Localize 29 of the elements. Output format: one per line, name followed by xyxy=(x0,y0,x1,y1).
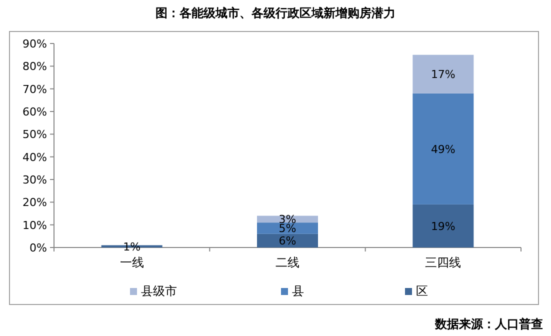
data-label: 1% xyxy=(123,240,141,254)
data-label: 6% xyxy=(278,234,296,248)
x-tick-label: 一线 xyxy=(120,256,144,270)
y-tick-label: 60% xyxy=(22,106,47,118)
bar xyxy=(412,93,474,204)
source-note: 数据来源：人口普查 xyxy=(434,317,543,331)
bar xyxy=(412,204,474,248)
data-label: 19% xyxy=(430,220,456,233)
legend-label: 区 xyxy=(416,284,428,298)
data-label: 5% xyxy=(278,222,296,236)
x-tick-label: 二线 xyxy=(276,256,300,270)
legend-label: 县级市 xyxy=(141,284,177,298)
y-tick-label: 0% xyxy=(30,242,47,254)
legend-label: 县 xyxy=(292,284,304,298)
x-tick-label: 三四线 xyxy=(425,256,462,270)
y-tick-label: 40% xyxy=(22,150,47,164)
y-tick-label: 30% xyxy=(22,174,47,186)
y-tick-label: 70% xyxy=(22,82,47,96)
data-label: 49% xyxy=(430,142,456,156)
chart-title: 图：各能级城市、各级行政区域新增购房潜力 xyxy=(156,6,396,20)
bar xyxy=(412,54,474,94)
y-tick-label: 20% xyxy=(22,196,47,210)
bar xyxy=(257,222,318,234)
y-tick-label: 90% xyxy=(22,38,47,50)
y-tick-label: 50% xyxy=(22,128,47,142)
y-tick-label: 80% xyxy=(22,60,47,74)
y-tick-label: 10% xyxy=(22,218,47,232)
bar xyxy=(257,234,318,248)
data-label: 17% xyxy=(430,68,456,82)
